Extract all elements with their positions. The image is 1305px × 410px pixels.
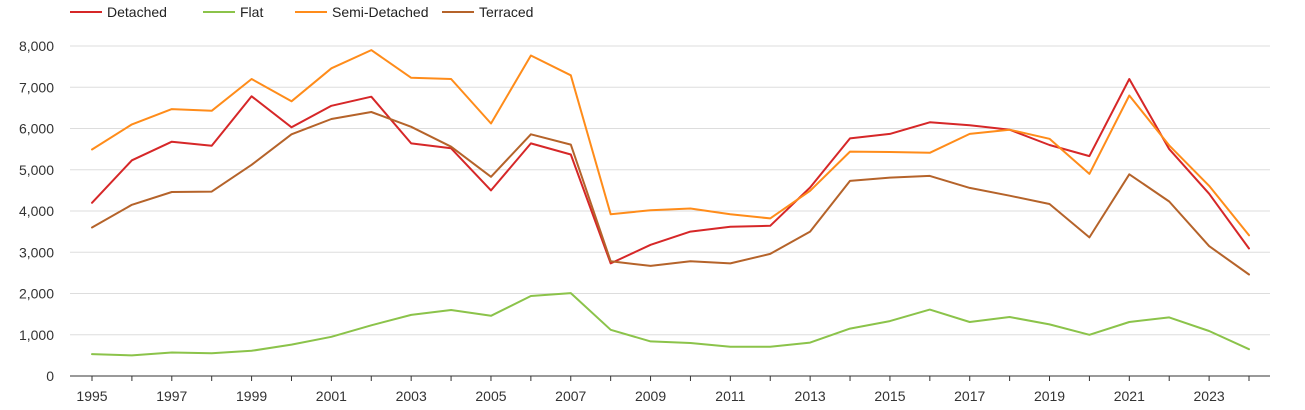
x-tick-label-1995: 1995 (76, 388, 107, 404)
legend-label-semi-detached: Semi-Detached (332, 4, 429, 20)
x-tick-label-2009: 2009 (635, 388, 666, 404)
legend-item-semi-detached: Semi-Detached (295, 4, 429, 20)
x-tick-label-2013: 2013 (795, 388, 826, 404)
x-tick-label-2001: 2001 (316, 388, 347, 404)
x-tick-label-1999: 1999 (236, 388, 267, 404)
legend-item-detached: Detached (70, 4, 167, 20)
legend-item-terraced: Terraced (442, 4, 533, 20)
series-line-semi-detached (91, 49, 1250, 237)
series-lines (91, 49, 1250, 357)
x-tick-label-2019: 2019 (1034, 388, 1065, 404)
x-tick-label-2007: 2007 (555, 388, 586, 404)
legend-label-detached: Detached (107, 4, 167, 20)
x-tick-label-2023: 2023 (1194, 388, 1225, 404)
y-tick-label-8000: 8,000 (19, 38, 54, 54)
legend-item-flat: Flat (203, 4, 263, 20)
legend-label-flat: Flat (240, 4, 263, 20)
y-tick-label-1000: 1,000 (19, 327, 54, 343)
x-tick-label-2003: 2003 (396, 388, 427, 404)
x-tick-label-2015: 2015 (874, 388, 905, 404)
x-axis: 1995 1997 1999 2001 2003 2005 2007 2009 2011 2013… (70, 375, 1270, 404)
x-tick-label-1997: 1997 (156, 388, 187, 404)
x-tick-label-2005: 2005 (475, 388, 506, 404)
y-tick-label-4000: 4,000 (19, 203, 54, 219)
y-tick-label-3000: 3,000 (19, 244, 54, 260)
grid (70, 45, 1270, 336)
y-tick-label-0: 0 (46, 368, 54, 384)
series-line-detached (91, 78, 1250, 265)
y-axis-ticks: 0 1,000 2,000 3,000 4,000 5,000 6,000 7,000 8,00… (19, 38, 54, 384)
x-tick-label-2021: 2021 (1114, 388, 1145, 404)
y-tick-label-6000: 6,000 (19, 121, 54, 137)
y-tick-label-2000: 2,000 (19, 286, 54, 302)
series-line-flat (91, 292, 1250, 357)
series-line-terraced (91, 111, 1250, 276)
legend-label-terraced: Terraced (479, 4, 533, 20)
y-tick-label-5000: 5,000 (19, 162, 54, 178)
y-tick-label-7000: 7,000 (19, 79, 54, 95)
x-tick-label-2017: 2017 (954, 388, 985, 404)
x-tick-label-2011: 2011 (715, 388, 745, 404)
legend: Detached Flat Semi-Detached Terraced (70, 4, 533, 20)
